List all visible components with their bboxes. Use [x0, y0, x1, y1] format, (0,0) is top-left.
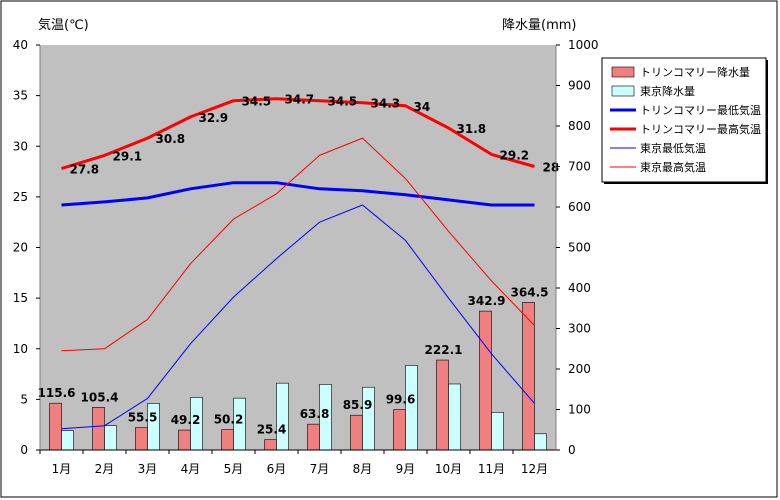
precip-data-label: 49.2 [171, 413, 201, 427]
y-right-tick-label: 300 [568, 322, 591, 336]
bar-tokyo-precip [448, 383, 461, 451]
y-right-tick-label: 900 [568, 79, 591, 93]
bar-trincomalee-precip [135, 427, 148, 451]
precip-data-label: 50.2 [214, 413, 244, 427]
x-tick-label: 4月 [181, 462, 201, 476]
max-temp-data-label: 27.8 [70, 163, 100, 177]
y-right-tick-label: 400 [568, 281, 591, 295]
plot-area [40, 45, 556, 450]
y-left-tick-label: 25 [13, 190, 28, 204]
y-right-tick-label: 800 [568, 119, 591, 133]
legend-swatch [611, 66, 635, 78]
precip-data-label: 55.5 [128, 411, 158, 425]
y-right-tick-label: 200 [568, 362, 591, 376]
bar-tokyo-precip [362, 386, 375, 451]
y-left-tick-label: 40 [13, 38, 28, 52]
max-temp-data-label: 32.9 [199, 111, 229, 125]
y-left-tick-label: 15 [13, 291, 28, 305]
precip-data-label: 105.4 [81, 390, 119, 404]
y-left-tick-label: 5 [20, 392, 28, 406]
bar-tokyo-precip [491, 412, 504, 451]
bar-tokyo-precip [61, 430, 74, 451]
max-temp-data-label: 28 [543, 161, 560, 175]
y-right-tick-label: 700 [568, 160, 591, 174]
bar-trincomalee-precip [393, 409, 406, 451]
x-tick-label: 10月 [435, 462, 462, 476]
y-right-axis-title: 降水量(mm) [502, 18, 576, 33]
precip-data-label: 342.9 [468, 294, 506, 308]
y-left-axis-title: 気温(℃) [38, 17, 89, 33]
precip-data-label: 115.6 [38, 386, 76, 400]
bar-trincomalee-precip [49, 402, 62, 451]
precip-data-label: 63.8 [300, 407, 330, 421]
bar-trincomalee-precip [350, 414, 363, 451]
bar-trincomalee-precip [264, 439, 277, 451]
bar-trincomalee-precip [479, 310, 492, 451]
bar-trincomalee-precip [178, 429, 191, 451]
bar-tokyo-precip [276, 382, 289, 451]
bar-trincomalee-precip [307, 423, 320, 451]
y-right-tick-label: 0 [568, 443, 576, 457]
legend-box [601, 57, 767, 183]
legend-swatch [611, 85, 635, 97]
max-temp-data-label: 34 [414, 100, 431, 114]
legend-label: 東京最高気温 [640, 160, 706, 174]
precip-data-label: 364.5 [511, 285, 549, 299]
legend-label: 東京最低気温 [640, 141, 706, 155]
y-right-tick-label: 100 [568, 403, 591, 417]
series-line-0 [61, 181, 535, 207]
x-tick-label: 6月 [267, 462, 287, 476]
bar-tokyo-precip [405, 365, 418, 451]
y-left-tick-label: 30 [13, 139, 28, 153]
x-tick-label: 1月 [52, 462, 72, 476]
series-line-3 [61, 137, 535, 352]
series-line-2 [61, 204, 535, 430]
bar-trincomalee-precip [221, 429, 234, 451]
y-right-tick-label: 1000 [568, 38, 599, 52]
y-right-tick-label: 600 [568, 200, 591, 214]
max-temp-data-label: 31.8 [457, 122, 487, 136]
max-temp-data-label: 34.5 [242, 95, 272, 109]
max-temp-data-label: 34.7 [285, 93, 315, 107]
legend-label: トリンコマリー降水量 [640, 65, 750, 79]
legend-label: 東京降水量 [640, 84, 695, 98]
max-temp-data-label: 34.3 [371, 97, 401, 111]
bar-trincomalee-precip [436, 359, 449, 451]
x-tick-label: 5月 [224, 462, 244, 476]
max-temp-data-label: 29.2 [500, 148, 530, 162]
precip-data-label: 222.1 [425, 343, 463, 357]
x-tick-label: 2月 [95, 462, 115, 476]
precip-data-label: 25.4 [257, 423, 287, 437]
precip-data-label: 99.6 [386, 393, 416, 407]
bar-tokyo-precip [534, 433, 547, 451]
legend-label: トリンコマリー最低気温 [640, 103, 761, 117]
legend: トリンコマリー降水量東京降水量トリンコマリー最低気温トリンコマリー最高気温東京最… [601, 57, 768, 184]
legend-label: トリンコマリー最高気温 [640, 122, 761, 136]
y-left-tick-label: 20 [13, 241, 28, 255]
y-left-tick-label: 35 [13, 89, 28, 103]
series-line-1 [61, 97, 535, 170]
x-tick-label: 8月 [353, 462, 373, 476]
y-right-tick-label: 500 [568, 241, 591, 255]
max-temp-data-label: 29.1 [113, 149, 143, 163]
y-left-tick-label: 10 [13, 342, 28, 356]
bar-tokyo-precip [104, 425, 117, 451]
x-tick-label: 12月 [521, 462, 548, 476]
max-temp-data-label: 34.5 [328, 95, 358, 109]
y-left-tick-label: 0 [20, 443, 28, 457]
x-tick-label: 7月 [310, 462, 330, 476]
x-tick-label: 9月 [396, 462, 416, 476]
max-temp-data-label: 30.8 [156, 132, 186, 146]
x-tick-label: 11月 [478, 462, 505, 476]
bar-trincomalee-precip [522, 302, 535, 451]
bar-trincomalee-precip [92, 407, 105, 451]
x-tick-label: 3月 [138, 462, 158, 476]
precip-data-label: 85.9 [343, 398, 373, 412]
